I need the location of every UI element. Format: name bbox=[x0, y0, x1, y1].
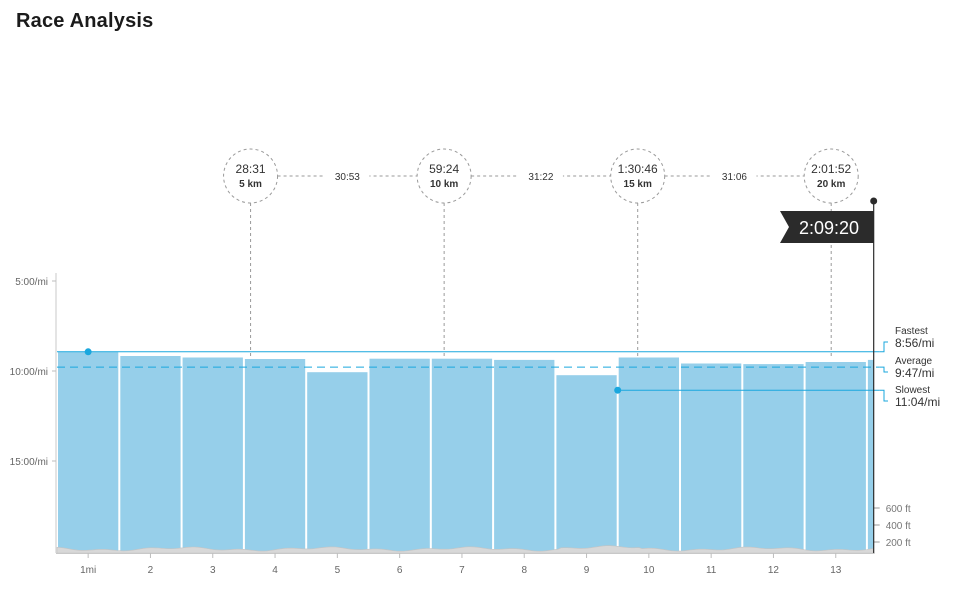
x-tick-label: 3 bbox=[210, 565, 216, 576]
x-tick-label: 6 bbox=[397, 565, 403, 576]
elevation-tick-label: 400 ft bbox=[886, 521, 911, 532]
slowest-marker bbox=[614, 386, 622, 394]
y-tick-label: 5:00/mi bbox=[15, 277, 48, 288]
x-tick-label: 10 bbox=[643, 565, 655, 576]
y-tick-label: 10:00/mi bbox=[10, 367, 48, 378]
slowest-label-connector bbox=[879, 389, 888, 402]
finish-time: 2:09:20 bbox=[799, 218, 859, 238]
pace-bar bbox=[681, 363, 742, 553]
pace-bar bbox=[494, 359, 555, 553]
checkpoint-circle bbox=[416, 148, 472, 204]
x-tick-label: 7 bbox=[459, 565, 465, 576]
checkpoint-circle bbox=[803, 148, 859, 204]
checkpoint-time: 1:30:46 bbox=[618, 162, 658, 176]
pace-bar bbox=[58, 352, 119, 553]
pace-bar bbox=[307, 372, 368, 553]
pace-bar bbox=[805, 362, 866, 553]
elevation-profile bbox=[56, 545, 875, 554]
average-value: 9:47/mi bbox=[895, 366, 934, 380]
pace-bar bbox=[556, 375, 617, 553]
split-label-bg bbox=[712, 168, 757, 184]
split-time: 31:06 bbox=[722, 172, 747, 183]
pace-bar bbox=[743, 364, 804, 553]
fastest-value: 8:56/mi bbox=[895, 336, 934, 350]
elevation-tick-label: 200 ft bbox=[886, 538, 911, 549]
checkpoint-distance: 15 km bbox=[624, 179, 652, 190]
average-label-connector bbox=[879, 366, 888, 373]
checkpoint-time: 59:24 bbox=[429, 162, 459, 176]
checkpoint-circle bbox=[610, 148, 666, 204]
split-time: 31:22 bbox=[528, 172, 553, 183]
checkpoint-time: 28:31 bbox=[236, 162, 266, 176]
x-tick-label: 2 bbox=[148, 565, 154, 576]
pace-bar bbox=[244, 359, 306, 553]
y-tick-label: 15:00/mi bbox=[10, 457, 48, 468]
fastest-label-connector bbox=[879, 341, 888, 353]
checkpoint-distance: 5 km bbox=[239, 179, 262, 190]
checkpoint-time: 2:01:52 bbox=[811, 162, 851, 176]
x-tick-label: 1mi bbox=[80, 565, 96, 576]
slowest-value: 11:04/mi bbox=[895, 395, 940, 409]
fastest-label: Fastest bbox=[895, 326, 928, 337]
checkpoint-distance: 20 km bbox=[817, 179, 845, 190]
split-label-bg bbox=[518, 168, 563, 184]
split-time: 30:53 bbox=[335, 172, 360, 183]
pace-bar bbox=[618, 357, 679, 553]
average-label: Average bbox=[895, 356, 933, 367]
checkpoint-circle bbox=[223, 148, 279, 204]
x-tick-label: 5 bbox=[335, 565, 341, 576]
elevation-tick-label: 600 ft bbox=[886, 504, 911, 515]
finish-flag bbox=[780, 211, 874, 243]
slowest-label: Slowest bbox=[895, 385, 930, 396]
page-title: Race Analysis bbox=[16, 10, 154, 32]
split-label-bg bbox=[325, 168, 370, 184]
pace-bar bbox=[182, 357, 243, 553]
finish-pole-top bbox=[870, 197, 878, 205]
pace-bar-final-partial bbox=[867, 359, 874, 553]
x-tick-label: 4 bbox=[272, 565, 278, 576]
x-tick-label: 8 bbox=[521, 565, 527, 576]
pace-bar bbox=[431, 358, 493, 553]
pace-bar bbox=[369, 358, 430, 553]
x-tick-label: 11 bbox=[706, 565, 717, 576]
x-tick-label: 13 bbox=[830, 565, 842, 576]
x-tick-label: 12 bbox=[768, 565, 780, 576]
x-tick-label: 9 bbox=[584, 565, 590, 576]
checkpoint-distance: 10 km bbox=[430, 179, 458, 190]
fastest-marker bbox=[84, 348, 92, 356]
pace-bar bbox=[120, 356, 181, 553]
